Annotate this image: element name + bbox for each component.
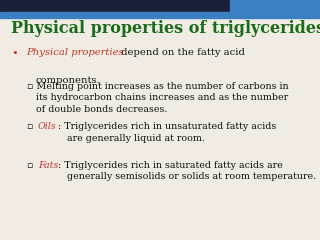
Text: •: • (11, 48, 18, 58)
Text: ▫: ▫ (27, 161, 37, 170)
Text: ▫ Melting point increases as the number of carbons in
   its hydrocarbon chains : ▫ Melting point increases as the number … (27, 82, 289, 114)
Text: ▫: ▫ (27, 122, 37, 132)
Text: Fats: Fats (38, 161, 58, 170)
Text: components.: components. (35, 76, 100, 85)
Text: Physical properties of triglycerides: Physical properties of triglycerides (11, 20, 320, 37)
Text: Physical properties: Physical properties (27, 48, 124, 57)
Text: : Triglycerides rich in unsaturated fatty acids
   are generally liquid at room.: : Triglycerides rich in unsaturated fatt… (58, 122, 276, 143)
Text: depend on the fatty acid: depend on the fatty acid (118, 48, 244, 57)
Text: : Triglycerides rich in saturated fatty acids are
   generally semisolids or sol: : Triglycerides rich in saturated fatty … (58, 161, 316, 181)
Text: Oils: Oils (38, 122, 56, 132)
